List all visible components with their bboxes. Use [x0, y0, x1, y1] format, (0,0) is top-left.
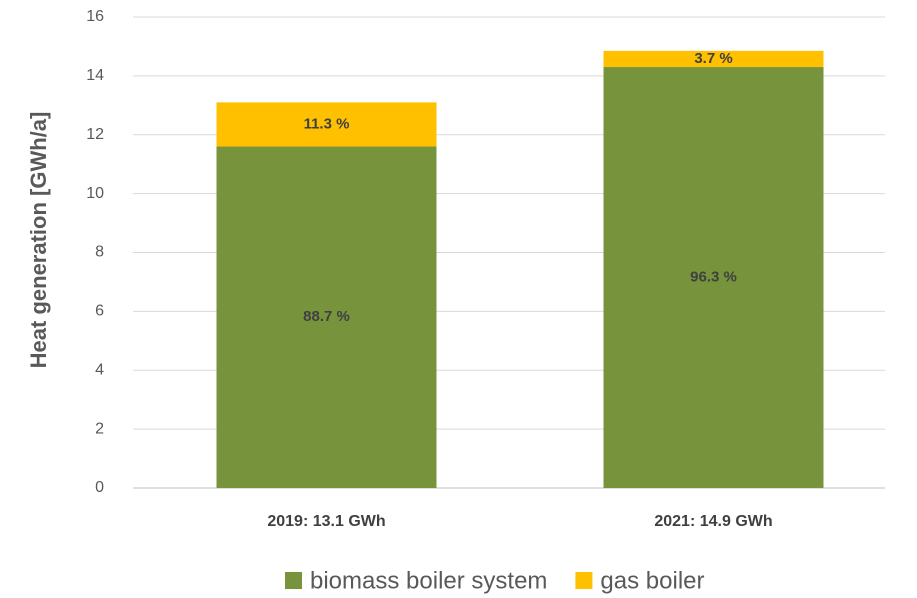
- y-tick-label: 8: [95, 244, 104, 261]
- y-tick-label: 2: [95, 420, 104, 437]
- y-tick-label: 4: [95, 361, 104, 378]
- x-tick-label: 2019: 13.1 GWh: [267, 513, 385, 530]
- bar-segment: [603, 50, 824, 68]
- data-label: 88.7 %: [303, 308, 350, 325]
- data-label: 3.7 %: [694, 50, 732, 67]
- legend-label: biomass boiler system: [310, 567, 547, 594]
- legend-swatch: [285, 572, 302, 589]
- y-tick-label: 6: [95, 303, 104, 320]
- y-tick-label: 12: [86, 126, 104, 143]
- y-tick-label: 0: [95, 479, 104, 496]
- data-label: 11.3 %: [304, 115, 350, 132]
- bar-segment: [603, 67, 824, 488]
- x-tick-label: 2021: 14.9 GWh: [654, 513, 772, 530]
- legend-swatch: [575, 572, 593, 589]
- y-tick-label: 14: [86, 67, 104, 84]
- bar-segment: [216, 146, 437, 488]
- y-tick-label: 10: [86, 185, 104, 202]
- y-axis-title: Heat generation [GWh/a]: [26, 112, 51, 369]
- y-tick-label: 16: [86, 8, 104, 25]
- bar-segment: [216, 102, 437, 147]
- legend-label: gas boiler: [600, 567, 704, 594]
- data-label: 96.3 %: [690, 268, 737, 285]
